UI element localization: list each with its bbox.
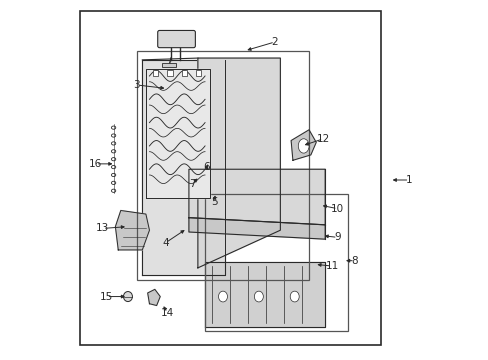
Ellipse shape	[218, 291, 227, 302]
Bar	[162, 63, 176, 67]
FancyBboxPatch shape	[158, 31, 195, 48]
Polygon shape	[160, 33, 194, 45]
Polygon shape	[115, 211, 149, 250]
Polygon shape	[188, 218, 325, 239]
Text: 1: 1	[406, 175, 412, 185]
Bar	[153, 69, 158, 76]
Polygon shape	[188, 169, 325, 225]
Text: 4: 4	[162, 238, 168, 248]
Text: 10: 10	[330, 204, 344, 214]
Text: 11: 11	[325, 261, 338, 271]
Text: 5: 5	[210, 197, 217, 207]
Text: 16: 16	[89, 159, 102, 169]
Polygon shape	[145, 69, 210, 198]
Bar	[80, 12, 380, 345]
Bar	[167, 69, 172, 76]
Bar	[182, 69, 187, 76]
Text: 8: 8	[351, 256, 358, 266]
Ellipse shape	[290, 291, 299, 302]
Bar	[204, 194, 348, 330]
Text: 7: 7	[189, 179, 195, 189]
Bar	[137, 51, 308, 280]
Text: 9: 9	[334, 232, 340, 242]
Text: 14: 14	[161, 308, 174, 318]
Ellipse shape	[254, 291, 263, 302]
Polygon shape	[198, 58, 280, 268]
Bar	[196, 69, 201, 76]
Polygon shape	[142, 60, 224, 275]
Text: 2: 2	[271, 37, 278, 47]
Text: 15: 15	[100, 292, 113, 302]
Text: 3: 3	[133, 80, 140, 90]
Polygon shape	[290, 130, 316, 160]
Text: 12: 12	[316, 134, 329, 144]
Text: 13: 13	[96, 224, 109, 233]
Polygon shape	[147, 289, 160, 306]
Ellipse shape	[298, 139, 308, 153]
Text: 6: 6	[203, 162, 210, 172]
Ellipse shape	[123, 292, 132, 302]
Polygon shape	[204, 262, 325, 327]
